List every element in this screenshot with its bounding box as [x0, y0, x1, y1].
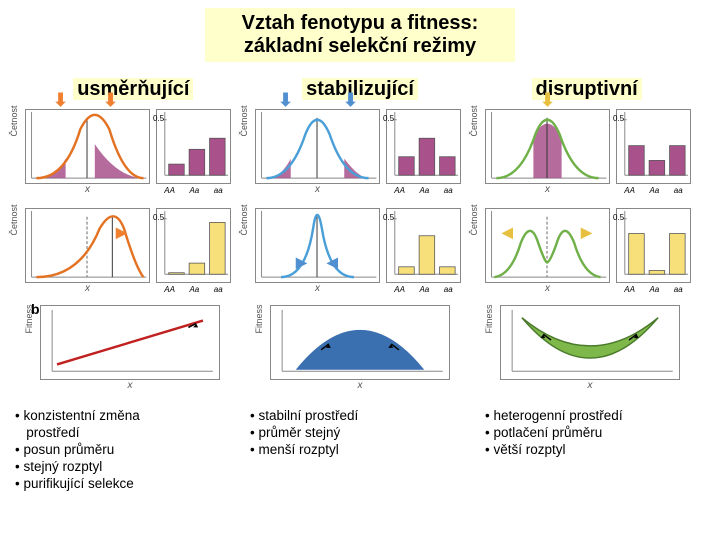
bullet-line: • stejný rozptyl — [15, 459, 235, 474]
bullet-line: • stabilní prostředí — [250, 408, 470, 423]
fitness-stabilizing: Fitness x — [270, 305, 450, 380]
bullet-line: • posun průměru — [15, 442, 235, 457]
bullets-stabilizing: • stabilní prostředí • průměr stejný • men… — [250, 408, 470, 493]
bullet-line: • menší rozptyl — [250, 442, 470, 457]
ylabel-fitness: Fitness — [24, 304, 34, 333]
xlabel: x — [545, 283, 550, 294]
curve-directional-before: ⬇⬇ Četnost x — [25, 109, 150, 184]
cell-fitness-disruptive: Fitness x — [485, 305, 695, 380]
bars-disruptive-before: 0.5 AAAaaa — [616, 109, 691, 184]
bullet-line: • větší rozptyl — [485, 442, 705, 457]
bullet-columns: • konzistentní změna prostředí • posun pr… — [0, 408, 720, 493]
bars-directional-after: 0.5 AAAaaa — [156, 208, 231, 283]
curve-stabilizing-after: ▶◀ Četnost x — [255, 208, 380, 283]
fitness-disruptive: Fitness x — [500, 305, 680, 380]
cell-fitness-stabilizing: Fitness x — [255, 305, 465, 380]
ylabel-freq: Četnost — [9, 204, 19, 235]
curve-stabilizing-before: ⬇⬇ Četnost x — [255, 109, 380, 184]
ylabel-fitness: Fitness — [254, 304, 264, 333]
ylabel-freq: Četnost — [9, 105, 19, 136]
curve-disruptive-after: ◀▶ Četnost x — [485, 208, 610, 283]
cell-disruptive-after: ◀▶ Četnost x 0.5 AAAaaa — [485, 208, 695, 283]
ylabel-fitness: Fitness — [484, 304, 494, 333]
bullet-line: • purifikující selekce — [15, 476, 235, 491]
bullet-line: • heterogenní prostředí — [485, 408, 705, 423]
bars-stabilizing-before: 0.5 AAAaaa — [386, 109, 461, 184]
cell-stabilizing-after: ▶◀ Četnost x 0.5 AAAaaa — [255, 208, 465, 283]
bars-stabilizing-after: 0.5 AAAaaa — [386, 208, 461, 283]
ylabel-freq: Četnost — [239, 204, 249, 235]
bars-disruptive-after: 0.5 AAAaaa — [616, 208, 691, 283]
xlabel: x — [85, 283, 90, 294]
cell-directional-after: ▶ Četnost x 0.5 AAAaaa — [25, 208, 235, 283]
xlabel: x — [545, 184, 550, 195]
curve-disruptive-before: ⬇ Četnost x — [485, 109, 610, 184]
curve-directional-after: ▶ Četnost x — [25, 208, 150, 283]
bars-directional-before: 0.5 AAAaaa — [156, 109, 231, 184]
bullets-directional: • konzistentní změna prostředí • posun pr… — [15, 408, 235, 493]
cell-fitness-directional: Fitness x — [25, 305, 235, 380]
bullet-line: • konzistentní změna — [15, 408, 235, 423]
xlabel: x — [358, 380, 363, 391]
title-line1: Vztah fenotypu a fitness: — [205, 12, 515, 35]
xlabel: x — [128, 380, 133, 391]
ylabel-freq: Četnost — [469, 204, 479, 235]
bullets-disruptive: • heterogenní prostředí • potlačení průmě… — [485, 408, 705, 493]
bullet-line: • potlačení průměru — [485, 425, 705, 440]
fitness-directional: Fitness x — [40, 305, 220, 380]
xlabel: x — [315, 283, 320, 294]
ylabel-freq: Četnost — [239, 105, 249, 136]
main-title: Vztah fenotypu a fitness: základní selek… — [205, 8, 515, 62]
cell-directional-before: ⬇⬇ Četnost x 0.5 AAAaaa — [25, 109, 235, 184]
cell-stabilizing-before: ⬇⬇ Četnost x 0.5 AAAaaa — [255, 109, 465, 184]
bullet-line: • průměr stejný — [250, 425, 470, 440]
cell-disruptive-before: ⬇ Četnost x 0.5 AAAaaa — [485, 109, 695, 184]
xlabel: x — [588, 380, 593, 391]
bullet-line: prostředí — [15, 425, 235, 440]
title-line2: základní selekční režimy — [205, 35, 515, 58]
xlabel: x — [315, 184, 320, 195]
header-disruptive: disruptivní — [482, 78, 692, 101]
xlabel: x — [85, 184, 90, 195]
ylabel-freq: Četnost — [469, 105, 479, 136]
